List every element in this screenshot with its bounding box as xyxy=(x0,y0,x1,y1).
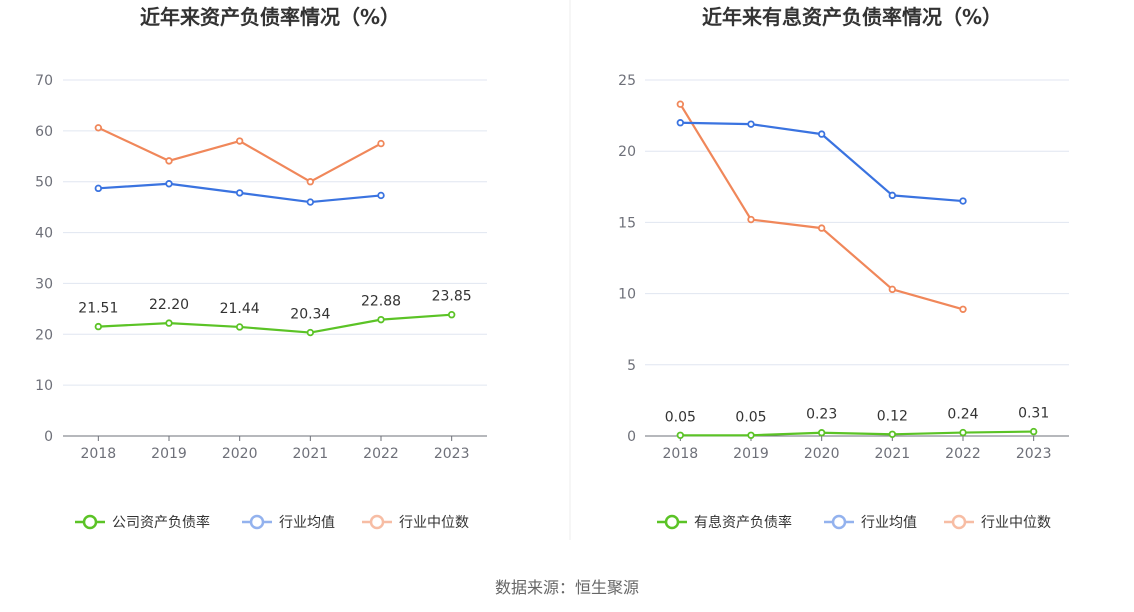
y-tick-label: 20 xyxy=(35,327,53,343)
legend-label: 行业中位数 xyxy=(399,515,469,531)
x-tick-label: 2020 xyxy=(804,446,840,462)
y-tick-label: 70 xyxy=(35,73,53,89)
y-tick-label: 50 xyxy=(35,175,53,191)
legend-swatch-marker xyxy=(831,514,847,530)
data-point xyxy=(165,157,173,165)
y-tick-label: 15 xyxy=(618,215,636,231)
data-point xyxy=(888,430,897,438)
y-tick-label: 0 xyxy=(627,429,636,445)
x-tick-label: 2018 xyxy=(663,446,699,462)
data-point xyxy=(94,124,103,132)
data-point xyxy=(676,431,685,439)
y-tick-label: 25 xyxy=(618,73,636,89)
data-label: 0.12 xyxy=(877,408,908,424)
data-label: 0.31 xyxy=(1018,406,1049,422)
data-label: 0.24 xyxy=(947,407,978,423)
x-tick-label: 2021 xyxy=(293,446,329,462)
data-point xyxy=(959,197,967,205)
data-label: 0.05 xyxy=(735,409,766,425)
data-point xyxy=(94,322,103,331)
legend-swatch-marker xyxy=(951,514,967,530)
data-label: 22.20 xyxy=(149,297,189,313)
interest-bearing-debt-ratio-chart: 近年来有息资产负债率情况（%） 0 5 10 15 20 25 2018 2019 2020 202… xyxy=(618,5,1069,531)
data-point xyxy=(888,191,897,200)
y-tick-label: 20 xyxy=(618,144,636,160)
data-point xyxy=(817,130,826,138)
x-tick-label: 2023 xyxy=(1016,446,1052,462)
data-label: 20.34 xyxy=(290,307,330,323)
data-label: 21.44 xyxy=(220,301,260,317)
legend-label: 行业均值 xyxy=(279,515,335,531)
legend-label: 公司资产负债率 xyxy=(112,514,210,531)
y-tick-label: 60 xyxy=(35,124,53,140)
x-tick-label: 2021 xyxy=(875,446,911,462)
data-point xyxy=(747,215,755,224)
data-point xyxy=(747,431,755,439)
data-point xyxy=(306,178,315,186)
data-point xyxy=(676,100,685,108)
data-point xyxy=(1029,427,1038,436)
debt-ratio-chart: 近年来资产负债率情况（%） 0 10 20 30 40 50 60 70 2018 2019 2020… xyxy=(35,5,487,531)
data-point xyxy=(377,315,385,324)
series-line-0 xyxy=(680,430,1034,437)
data-point xyxy=(377,191,385,200)
legend-label: 行业中位数 xyxy=(981,515,1051,531)
data-source-note: 数据来源：恒生聚源 xyxy=(494,578,639,597)
legend-swatch-marker xyxy=(369,514,385,530)
legend-label: 有息资产负债率 xyxy=(694,514,792,531)
y-tick-label: 40 xyxy=(35,226,53,242)
x-tick-label: 2019 xyxy=(151,446,187,462)
data-point xyxy=(377,139,385,148)
series-line-2 xyxy=(97,126,382,183)
y-tick-label: 10 xyxy=(618,287,636,303)
data-point xyxy=(817,429,826,437)
data-point xyxy=(447,311,456,319)
x-tick-label: 2018 xyxy=(81,446,117,462)
data-point xyxy=(165,180,173,188)
data-point xyxy=(235,137,244,145)
data-point xyxy=(747,120,755,128)
data-point xyxy=(306,328,315,337)
data-point xyxy=(817,224,826,232)
x-tick-label: 2022 xyxy=(363,446,399,462)
legend-label: 行业均值 xyxy=(861,515,917,531)
chart-title: 近年来资产负债率情况（%） xyxy=(140,5,400,29)
data-point xyxy=(165,319,173,327)
data-point xyxy=(94,184,103,193)
y-tick-label: 5 xyxy=(627,358,636,374)
y-tick-label: 30 xyxy=(35,276,53,292)
legend-swatch-marker xyxy=(664,514,680,530)
legend-swatch-marker xyxy=(249,514,265,530)
data-point xyxy=(235,323,244,331)
series-line-0 xyxy=(98,313,452,334)
legend-swatch-marker xyxy=(82,514,98,530)
data-label: 0.05 xyxy=(665,409,696,425)
data-point xyxy=(235,189,244,197)
y-tick-label: 10 xyxy=(35,378,53,394)
data-point xyxy=(959,428,967,437)
data-label: 21.51 xyxy=(78,301,118,317)
chart-title: 近年来有息资产负债率情况（%） xyxy=(702,5,1002,29)
x-tick-label: 2023 xyxy=(434,446,470,462)
data-label: 0.23 xyxy=(806,407,837,423)
data-point xyxy=(959,305,967,313)
data-point xyxy=(888,285,897,294)
data-label: 23.85 xyxy=(432,289,472,305)
data-point xyxy=(676,119,685,127)
data-label: 22.88 xyxy=(361,294,401,310)
x-tick-label: 2020 xyxy=(222,446,258,462)
x-tick-label: 2022 xyxy=(945,446,981,462)
data-point xyxy=(306,198,315,206)
y-tick-label: 0 xyxy=(44,429,53,445)
x-tick-label: 2019 xyxy=(733,446,769,462)
